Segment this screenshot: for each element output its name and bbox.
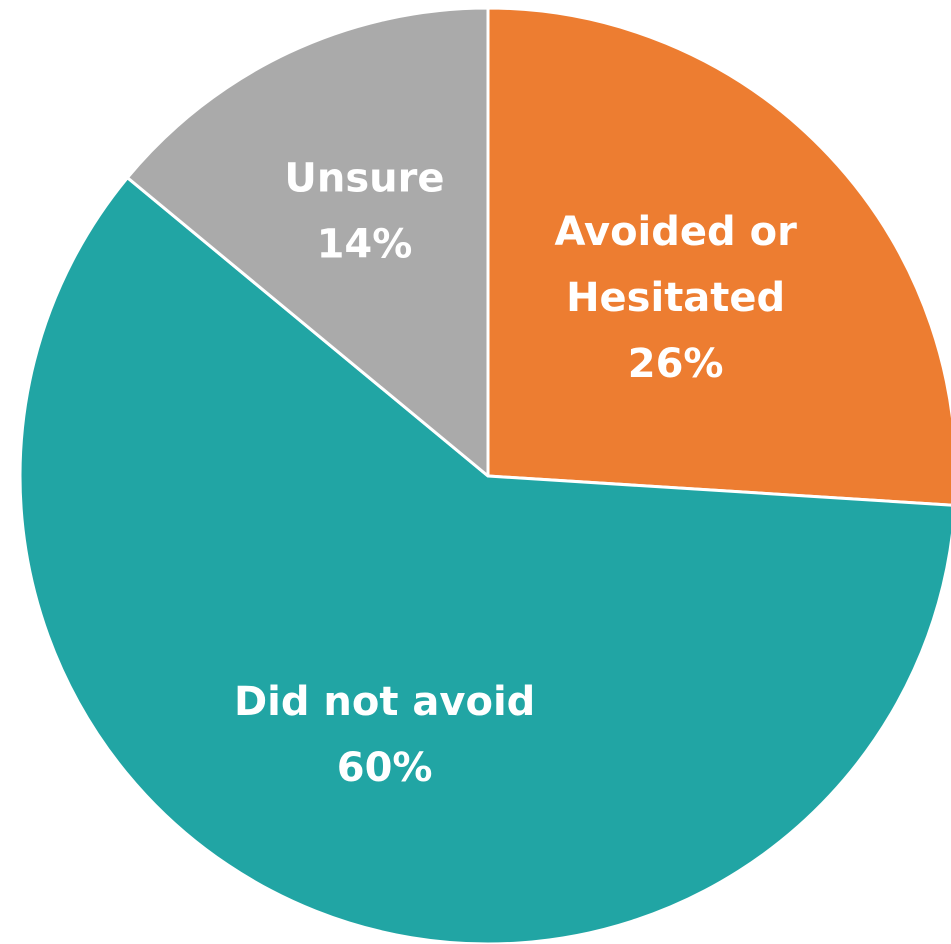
- pie-slices: [18, 6, 951, 944]
- pie-slice-0: [486, 6, 951, 507]
- slice-category-label-0: Hesitated: [566, 275, 785, 321]
- slice-value-label-0: 26%: [628, 341, 724, 387]
- pie-labels: Avoided or Hesitated 26% Did not avoid 60% Un…: [234, 155, 797, 791]
- slice-category-label-0: Avoided or: [554, 209, 797, 255]
- slice-value-label-2: 14%: [317, 221, 413, 267]
- pie-slice-2: [125, 6, 490, 478]
- slice-category-label-2: Unsure: [284, 155, 444, 201]
- slice-category-label-1: Did not avoid: [234, 679, 535, 725]
- slice-value-label-1: 60%: [337, 745, 433, 791]
- pie-slice-1: [18, 176, 951, 944]
